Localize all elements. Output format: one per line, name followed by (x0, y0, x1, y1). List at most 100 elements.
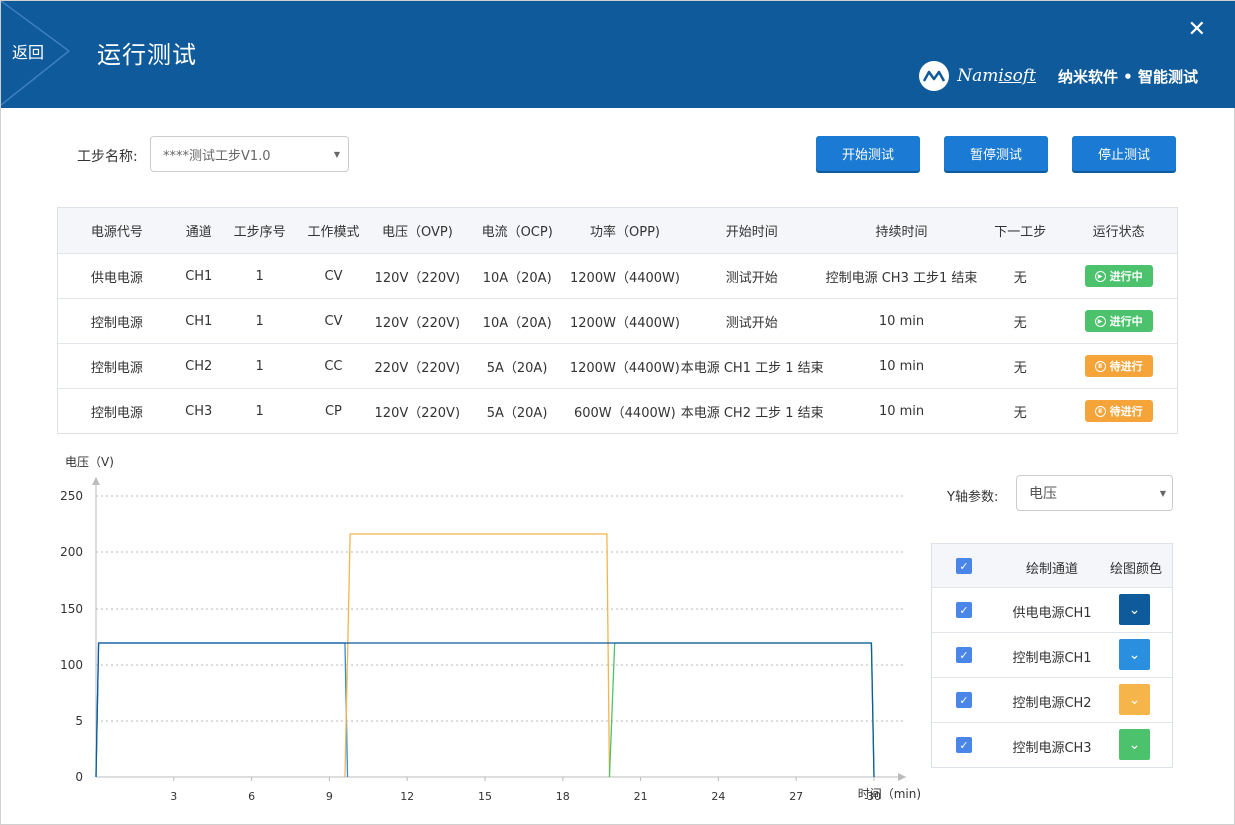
cell-start: 测试开始 (725, 315, 778, 331)
cell-duration: 10 min (878, 358, 925, 374)
cell-status: ▶ 进行中 (1060, 310, 1177, 332)
y-axis-label: 电压（V) (65, 455, 114, 469)
x-tick-label: 15 (478, 790, 492, 803)
header-bar: 返回 运行测试 ✕ Namisoft 纳米软件 • 智能测试 (1, 1, 1235, 108)
column-header: 通道 (185, 225, 212, 240)
cell-next: 无 (1013, 405, 1027, 421)
cell-status: Ⅱ 待进行 (1060, 355, 1177, 377)
brand-name-prefix: Nam (957, 66, 999, 86)
brand-slogan: 纳米软件 • 智能测试 (1057, 67, 1198, 86)
cell-step: 1 (255, 268, 264, 284)
column-header: 持续时间 (875, 225, 928, 240)
cell-voltage: 120V（220V) (374, 405, 461, 421)
cell-channel: CH2 (185, 358, 213, 374)
channel-name: 供电电源CH1 (1012, 606, 1092, 621)
y-tick-label: 5 (75, 714, 83, 728)
cell-duration: 控制电源 CH3 工步1 结束 (825, 270, 978, 286)
cell-next: 无 (1013, 315, 1027, 331)
cell-mode: CV (324, 268, 343, 284)
x-tick-label: 27 (789, 790, 803, 803)
channel-table-header: ✓ 绘制通道 绘图颜色 (932, 544, 1172, 587)
cell-source: 控制电源 (90, 360, 143, 376)
x-tick-label: 9 (326, 790, 333, 803)
stop-test-button[interactable]: 停止测试 (1072, 136, 1176, 171)
status-badge: Ⅱ 待进行 (1084, 400, 1153, 422)
select-all-checkbox[interactable]: ✓ (956, 558, 972, 574)
table-header-row: 电源代号 通道 工步序号 工作模式 电压（OVP) 电流（OCP) 功率（OPP) 开始时间 持… (58, 208, 1177, 253)
cell-mode: CP (324, 403, 342, 419)
cell-source: 控制电源 (90, 405, 143, 421)
channel-table: ✓ 绘制通道 绘图颜色 ✓ 供电电源CH1 ⌄ ✓ 控制电源CH1 ⌄ ✓ 控制电源CH2 ⌄ ✓… (931, 543, 1173, 768)
chevron-down-icon: ⌄ (1128, 601, 1141, 618)
y-param-label: Y轴参数: (947, 490, 999, 505)
channel-row: ✓ 控制电源CH2 ⌄ (932, 677, 1172, 722)
status-label: 进行中 (1109, 315, 1143, 328)
cell-channel: CH3 (185, 403, 213, 419)
cell-duration: 10 min (878, 403, 925, 419)
close-icon[interactable]: ✕ (1187, 17, 1206, 42)
pause-test-button[interactable]: 暂停测试 (944, 136, 1048, 171)
channel-checkbox[interactable]: ✓ (956, 692, 972, 708)
column-header: 功率（OPP) (590, 225, 660, 240)
table-row[interactable]: 控制电源 CH3 1 CP 120V（220V) 5A（20A) 600W（4400W) 本电… (58, 388, 1177, 433)
cell-mode: CC (324, 358, 343, 374)
cell-power: 1200W（4400W) (570, 315, 680, 331)
back-button[interactable]: 返回 (1, 1, 71, 108)
cell-power: 1200W（4400W) (570, 270, 680, 286)
pause-circle-icon: Ⅱ (1094, 360, 1106, 372)
cell-voltage: 120V（220V) (374, 270, 461, 286)
run-table: 电源代号 通道 工步序号 工作模式 电压（OVP) 电流（OCP) 功率（OPP) 开始时间 持… (57, 207, 1178, 434)
channel-name: 控制电源CH2 (1012, 696, 1092, 711)
chevron-down-icon: ▼ (333, 150, 340, 159)
cell-step: 1 (255, 313, 264, 329)
cell-voltage: 220V（220V) (374, 360, 461, 376)
play-circle-icon: ▶ (1094, 315, 1106, 327)
step-name-value: ****测试工步V1.0 (163, 148, 271, 164)
start-test-button[interactable]: 开始测试 (816, 136, 920, 171)
column-header: 工作模式 (307, 225, 360, 240)
status-badge: ▶ 进行中 (1084, 265, 1153, 287)
brand-name: Namisoft (957, 66, 1036, 86)
x-axis-label: 时间（min) (858, 787, 921, 801)
y-tick-label: 250 (60, 489, 83, 503)
series-line (95, 642, 875, 778)
chevron-down-icon: ▼ (1159, 489, 1166, 498)
step-name-label: 工步名称: (77, 149, 138, 165)
x-tick-label: 12 (400, 790, 414, 803)
column-header: 开始时间 (725, 225, 778, 240)
cell-source: 供电电源 (90, 270, 143, 286)
channel-checkbox[interactable]: ✓ (956, 647, 972, 663)
table-row[interactable]: 控制电源 CH2 1 CC 220V（220V) 5A（20A) 1200W（4400W) 本… (58, 343, 1177, 388)
y-tick-label: 150 (60, 602, 83, 616)
cell-next: 无 (1013, 360, 1027, 376)
status-label: 进行中 (1109, 270, 1143, 283)
chevron-down-icon: ⌄ (1128, 691, 1141, 708)
back-label: 返回 (12, 43, 45, 62)
cell-mode: CV (324, 313, 343, 329)
x-tick-label: 21 (634, 790, 648, 803)
color-picker-button[interactable]: ⌄ (1119, 594, 1150, 625)
cell-status: ▶ 进行中 (1060, 265, 1177, 287)
x-axis-arrow-icon (898, 773, 906, 781)
x-tick-label: 18 (556, 790, 570, 803)
color-picker-button[interactable]: ⌄ (1119, 684, 1150, 715)
channel-column-header: 绘制通道 (1025, 562, 1078, 577)
step-name-select[interactable]: ****测试工步V1.0 ▼ (150, 136, 349, 172)
namisoft-logo-icon (919, 61, 950, 91)
channel-checkbox[interactable]: ✓ (956, 602, 972, 618)
brand: Namisoft 纳米软件 • 智能测试 (919, 61, 1198, 91)
y-param-select[interactable]: 电压 ▼ (1016, 475, 1173, 511)
status-label: 待进行 (1109, 405, 1143, 418)
cell-channel: CH1 (185, 313, 213, 329)
channel-checkbox[interactable]: ✓ (956, 737, 972, 753)
table-row[interactable]: 供电电源 CH1 1 CV 120V（220V) 10A（20A) 1200W（4400W)… (58, 253, 1177, 298)
x-tick-label: 30 (867, 790, 881, 803)
cell-current: 5A（20A) (486, 405, 548, 421)
color-picker-button[interactable]: ⌄ (1119, 639, 1150, 670)
y-tick-label: 0 (75, 770, 83, 784)
color-picker-button[interactable]: ⌄ (1119, 729, 1150, 760)
cell-current: 10A（20A) (482, 270, 552, 286)
table-row[interactable]: 控制电源 CH1 1 CV 120V（220V) 10A（20A) 1200W（4400W)… (58, 298, 1177, 343)
cell-power: 1200W（4400W) (569, 360, 680, 376)
